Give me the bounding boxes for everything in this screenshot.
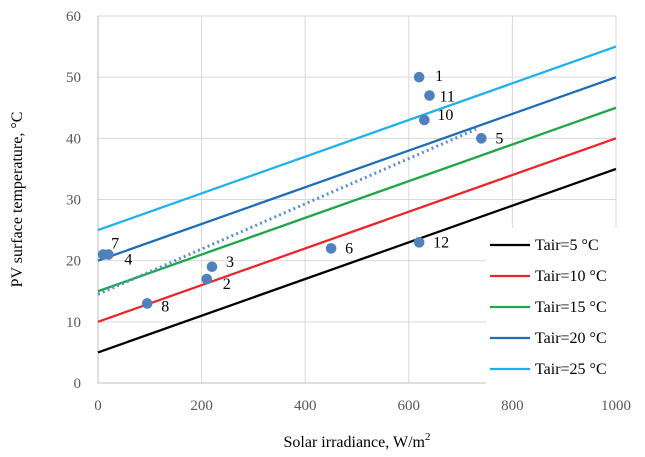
y-tick-label: 20 bbox=[66, 254, 81, 270]
series-lines bbox=[97, 45, 617, 354]
series-line bbox=[97, 167, 617, 354]
data-points bbox=[97, 71, 487, 309]
x-tick-label: 1000 bbox=[601, 398, 631, 414]
point-label: 6 bbox=[345, 240, 353, 257]
data-point bbox=[201, 273, 213, 285]
x-tick-label: 200 bbox=[190, 398, 213, 414]
legend: Tair=5 °C Tair=10 °C Tair=15 °C Tair=20 °C T… bbox=[486, 228, 638, 386]
series-line bbox=[97, 106, 617, 293]
point-label: 8 bbox=[161, 298, 169, 315]
data-point bbox=[97, 249, 109, 260]
x-tick-label: 400 bbox=[294, 398, 317, 414]
series-line bbox=[97, 45, 617, 232]
data-point bbox=[419, 114, 430, 126]
y-tick-label: 40 bbox=[66, 131, 81, 147]
point-label: 10 bbox=[437, 107, 453, 124]
legend-label: Tair=5 °C bbox=[535, 237, 599, 254]
x-tick-label: 600 bbox=[398, 398, 421, 414]
point-label: 3 bbox=[226, 254, 234, 271]
point-label: 1 bbox=[435, 68, 443, 85]
legend-label: Tair=15 °C bbox=[535, 299, 607, 316]
point-label: 11 bbox=[440, 89, 455, 106]
x-tick-label: 0 bbox=[94, 398, 102, 414]
x-axis-title: Solar irradiance, W/m2 bbox=[284, 431, 431, 451]
legend-label: Tair=10 °C bbox=[535, 268, 607, 285]
y-axis-title: PV surface temperature, °C bbox=[9, 112, 26, 288]
series-line bbox=[97, 137, 617, 323]
point-label: 7 bbox=[111, 236, 119, 253]
data-point bbox=[206, 261, 218, 273]
data-point bbox=[413, 237, 425, 248]
y-tick-label: 50 bbox=[66, 70, 81, 86]
y-tick-labels: 0 10 20 30 40 50 60 bbox=[66, 9, 81, 392]
y-tick-label: 0 bbox=[74, 376, 82, 392]
point-label: 12 bbox=[433, 234, 449, 251]
data-point bbox=[424, 90, 435, 101]
point-label: 4 bbox=[124, 252, 132, 269]
legend-label: Tair=25 °C bbox=[535, 361, 607, 378]
trendline-dotted bbox=[97, 127, 477, 296]
trendline bbox=[97, 127, 477, 296]
y-tick-label: 10 bbox=[66, 315, 81, 331]
series-line bbox=[97, 76, 617, 262]
legend-label: Tair=20 °C bbox=[535, 330, 607, 347]
x-tick-labels: 0 200 400 600 800 1000 bbox=[94, 398, 631, 414]
data-point bbox=[141, 298, 153, 309]
point-label: 2 bbox=[223, 276, 231, 293]
x-tick-label: 800 bbox=[501, 398, 524, 414]
y-tick-label: 30 bbox=[66, 193, 81, 209]
data-point bbox=[476, 133, 487, 144]
data-point bbox=[325, 243, 337, 254]
data-point bbox=[413, 71, 425, 83]
y-tick-label: 60 bbox=[66, 9, 81, 25]
point-label: 5 bbox=[495, 130, 503, 147]
